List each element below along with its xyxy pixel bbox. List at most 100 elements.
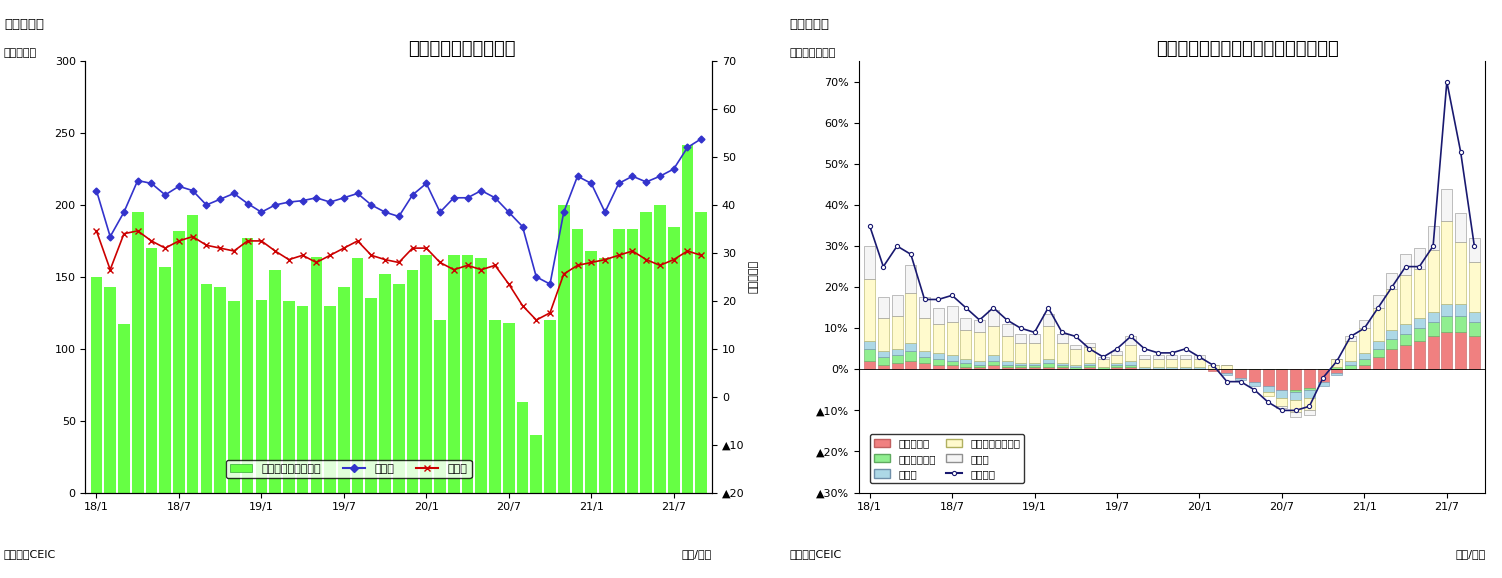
輸入額 [321, 252, 339, 259]
Bar [946, 365, 958, 369]
輸出額 [568, 173, 586, 180]
Bar [877, 298, 889, 318]
輸入額 [472, 266, 490, 273]
Bar [544, 320, 556, 492]
輸出額 [610, 180, 628, 187]
輸入額 [116, 230, 134, 237]
Legend: 貿易収支（右目盛）, 輸出額, 輸入額: 貿易収支（右目盛）, 輸出額, 輸入額 [225, 460, 472, 479]
Bar [946, 361, 958, 365]
Bar [933, 353, 943, 359]
Bar [988, 310, 999, 326]
Bar [324, 306, 336, 492]
輸入額 [445, 266, 463, 273]
Bar [988, 326, 999, 355]
Line: 輸出額: 輸出額 [95, 136, 703, 287]
Text: （年/月）: （年/月） [1455, 549, 1485, 560]
Bar [1442, 188, 1452, 221]
輸出額 [279, 199, 297, 206]
Bar [119, 324, 129, 492]
輸入額 [487, 262, 505, 269]
Bar [1125, 367, 1136, 369]
輸出額 [487, 194, 505, 201]
Bar [1111, 351, 1122, 355]
Bar [877, 318, 889, 351]
Bar [1304, 410, 1314, 414]
輸入額 [252, 238, 270, 244]
Bar [1373, 357, 1383, 369]
Bar [973, 361, 985, 365]
Bar [877, 351, 889, 357]
Bar [1167, 367, 1178, 369]
Bar [864, 349, 876, 361]
Bar [1071, 349, 1081, 365]
Bar [530, 435, 542, 492]
Bar [1263, 392, 1274, 396]
Bar [946, 322, 958, 355]
輸出額 [418, 180, 436, 187]
Bar [695, 212, 707, 492]
輸入額 [87, 227, 105, 234]
Bar [973, 367, 985, 369]
Bar [1346, 340, 1356, 361]
輸出額 [156, 191, 174, 198]
Bar [1455, 316, 1466, 332]
Bar [1413, 248, 1425, 269]
Bar [906, 361, 916, 369]
Text: （図表７）: （図表７） [5, 18, 44, 31]
Bar [1194, 367, 1205, 369]
Bar [1152, 367, 1164, 369]
Bar [1152, 359, 1164, 367]
Bar [1042, 367, 1054, 369]
Bar [1098, 367, 1108, 369]
Bar [960, 318, 972, 330]
Bar [1002, 336, 1012, 361]
輸入額 [596, 256, 614, 263]
輸入額 [431, 259, 449, 266]
輸出額 [116, 209, 134, 216]
輸出額 [308, 194, 326, 201]
Bar [1346, 336, 1356, 340]
Bar [394, 284, 404, 492]
Bar [1427, 336, 1439, 369]
Bar [1139, 355, 1151, 359]
Y-axis label: （億ドル）: （億ドル） [748, 260, 759, 294]
輸入額 [610, 252, 628, 259]
輸出額 [252, 209, 270, 216]
Bar [1181, 367, 1191, 369]
Bar [1029, 363, 1039, 365]
Bar [1221, 369, 1233, 373]
Bar [1015, 367, 1026, 369]
Bar [1002, 365, 1012, 367]
Bar [1194, 359, 1205, 367]
Bar [973, 320, 985, 332]
Bar [960, 330, 972, 359]
Bar [228, 301, 240, 492]
Bar [1331, 367, 1343, 369]
輸入額 [637, 256, 655, 263]
Text: （図表８）: （図表８） [790, 18, 829, 31]
Bar [1125, 361, 1136, 365]
輸入額 [418, 244, 436, 251]
Bar [1455, 213, 1466, 242]
Bar [1290, 392, 1301, 400]
Bar [1029, 343, 1039, 363]
Text: （億ドル）: （億ドル） [5, 48, 38, 58]
Title: マレーシア　輸出の伸び率（品目別）: マレーシア 輸出の伸び率（品目別） [1157, 40, 1338, 58]
輸入額 [650, 262, 668, 269]
輸入額 [391, 259, 409, 266]
輸出額 [101, 233, 119, 240]
Text: （資料）CEIC: （資料）CEIC [790, 549, 843, 559]
Bar [1263, 386, 1274, 392]
Bar [1317, 369, 1329, 381]
輸出額 [266, 202, 284, 209]
Bar [1098, 359, 1108, 367]
Bar [1221, 365, 1233, 369]
Bar [104, 287, 116, 492]
Bar [1042, 359, 1054, 363]
Bar [1331, 373, 1343, 376]
Bar [1208, 369, 1218, 372]
輸出額 [404, 191, 422, 198]
Bar [1250, 381, 1260, 386]
Bar [1015, 335, 1026, 343]
Bar [1194, 355, 1205, 359]
